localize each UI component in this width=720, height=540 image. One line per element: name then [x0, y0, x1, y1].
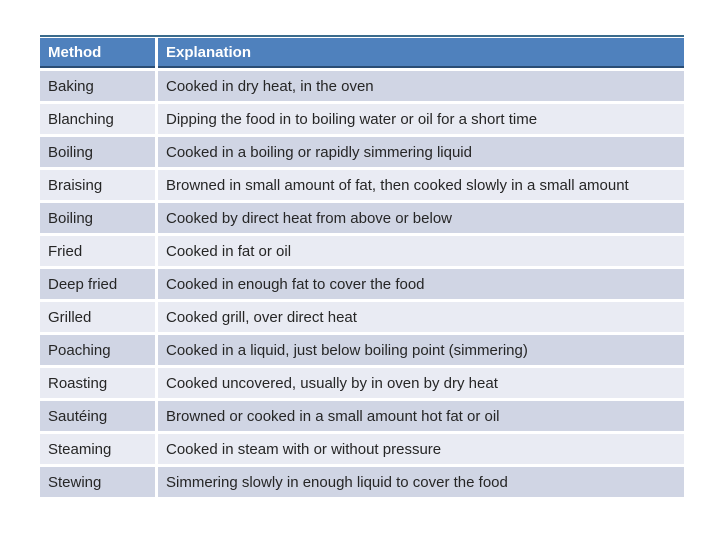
method-cell: Baking	[40, 71, 155, 101]
table-row: Roasting Cooked uncovered, usually by in …	[40, 368, 684, 398]
table-row: Blanching Dipping the food in to boiling …	[40, 104, 684, 134]
explanation-cell: Cooked in enough fat to cover the food	[158, 269, 684, 299]
explanation-cell: Simmering slowly in enough liquid to cov…	[158, 467, 684, 497]
method-cell: Sautéing	[40, 401, 155, 431]
column-header-method: Method	[40, 38, 155, 68]
method-cell: Boiling	[40, 203, 155, 233]
table-row: Stewing Simmering slowly in enough liquid…	[40, 467, 684, 497]
method-cell: Stewing	[40, 467, 155, 497]
explanation-cell: Browned in small amount of fat, then coo…	[158, 170, 684, 200]
method-cell: Roasting	[40, 368, 155, 398]
method-cell: Deep fried	[40, 269, 155, 299]
explanation-cell: Cooked in fat or oil	[158, 236, 684, 266]
explanation-cell: Cooked uncovered, usually by in oven by …	[158, 368, 684, 398]
table-row: Braising Browned in small amount of fat, …	[40, 170, 684, 200]
table-row: Fried Cooked in fat or oil	[40, 236, 684, 266]
method-cell: Blanching	[40, 104, 155, 134]
explanation-cell: Cooked in a boiling or rapidly simmering…	[158, 137, 684, 167]
column-header-explanation: Explanation	[158, 38, 684, 68]
method-cell: Steaming	[40, 434, 155, 464]
table-row: Poaching Cooked in a liquid, just below b…	[40, 335, 684, 365]
explanation-cell: Cooked grill, over direct heat	[158, 302, 684, 332]
explanation-cell: Dipping the food in to boiling water or …	[158, 104, 684, 134]
method-cell: Poaching	[40, 335, 155, 365]
table-row: Baking Cooked in dry heat, in the oven	[40, 71, 684, 101]
table-header-row: Method Explanation	[40, 38, 684, 68]
cooking-methods-table: Method Explanation Baking Cooked in dry h…	[40, 38, 684, 497]
table-row: Deep fried Cooked in enough fat to cover …	[40, 269, 684, 299]
explanation-cell: Browned or cooked in a small amount hot …	[158, 401, 684, 431]
table-row: Boiling Cooked by direct heat from above …	[40, 203, 684, 233]
method-cell: Braising	[40, 170, 155, 200]
method-cell: Boiling	[40, 137, 155, 167]
table-row: Grilled Cooked grill, over direct heat	[40, 302, 684, 332]
explanation-cell: Cooked by direct heat from above or belo…	[158, 203, 684, 233]
table-row: Sautéing Browned or cooked in a small amo…	[40, 401, 684, 431]
top-rule-divider	[40, 35, 684, 37]
table-row: Boiling Cooked in a boiling or rapidly si…	[40, 137, 684, 167]
method-cell: Grilled	[40, 302, 155, 332]
explanation-cell: Cooked in steam with or without pressure	[158, 434, 684, 464]
explanation-cell: Cooked in a liquid, just below boiling p…	[158, 335, 684, 365]
table-row: Steaming Cooked in steam with or without …	[40, 434, 684, 464]
method-cell: Fried	[40, 236, 155, 266]
explanation-cell: Cooked in dry heat, in the oven	[158, 71, 684, 101]
